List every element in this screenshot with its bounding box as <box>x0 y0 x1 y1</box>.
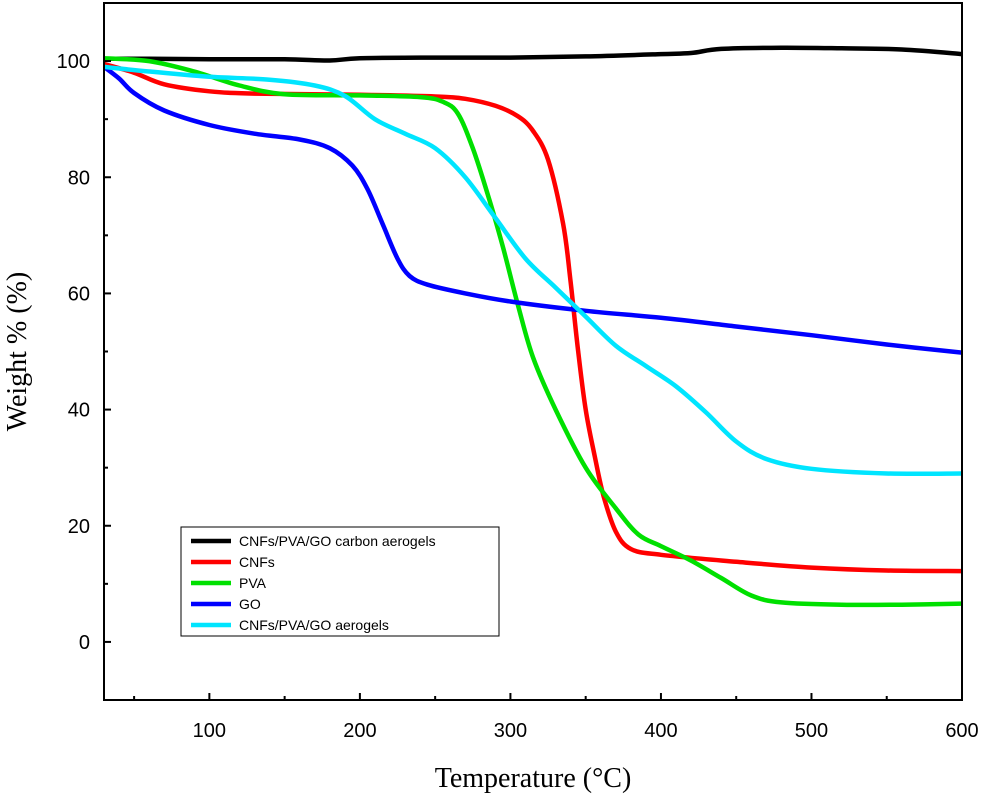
legend-label: CNFs <box>239 554 275 570</box>
ticks-layer: 100 200 300 400 500 600 0 20 40 60 80 100 <box>57 51 979 742</box>
legend-box <box>180 526 500 637</box>
y-tick-label: 20 <box>68 516 90 538</box>
legend-label: GO <box>239 596 261 612</box>
legend-label: CNFs/PVA/GO carbon aerogels <box>239 533 436 549</box>
x-axis-title: Temperature (°C) <box>435 763 632 794</box>
legend: CNFs/PVA/GO carbon aerogels CNFs PVA GO CNFs… <box>180 526 500 637</box>
series-line-1 <box>104 45 962 63</box>
x-tick-label: 500 <box>795 720 828 742</box>
x-tick-label: 300 <box>494 720 527 742</box>
x-tick-label: 200 <box>343 720 376 742</box>
y-tick-label: 80 <box>68 167 90 189</box>
y-tick-label: 40 <box>68 400 90 422</box>
y-tick-label: 60 <box>68 283 90 305</box>
series-line-3 <box>104 55 962 608</box>
series-layer <box>104 45 962 608</box>
y-tick-label: 100 <box>57 51 90 73</box>
y-tick-label: 0 <box>79 632 90 654</box>
x-tick-label: 400 <box>644 720 677 742</box>
series-line-5 <box>104 64 962 477</box>
series-line-2 <box>104 61 962 574</box>
legend-label: PVA <box>239 575 267 591</box>
x-tick-label: 600 <box>945 720 978 742</box>
x-tick-label: 100 <box>193 720 226 742</box>
y-axis-title: Weight % (%) <box>2 272 33 431</box>
series-line-4 <box>104 64 962 355</box>
legend-label: CNFs/PVA/GO aerogels <box>239 617 389 633</box>
